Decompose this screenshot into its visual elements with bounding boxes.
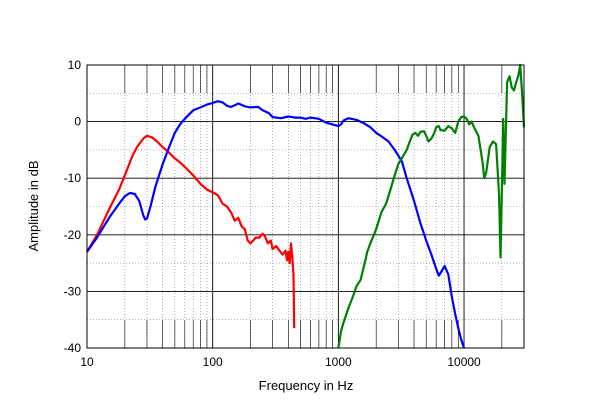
series-layer (86, 63, 526, 349)
x-axis-label: Frequency in Hz (259, 378, 354, 393)
x-tick-label: 100 (203, 355, 223, 369)
series-line-green (337, 63, 526, 349)
y-tick-label: 0 (74, 115, 81, 129)
series-line-blue (86, 100, 466, 349)
x-tick-label: 1000 (325, 355, 352, 369)
x-tick-label: 10000 (447, 355, 481, 369)
y-tick-label: -10 (64, 171, 82, 185)
series-line-red (86, 134, 296, 329)
y-tick-label: -40 (64, 341, 82, 355)
x-tick-label: 10 (80, 355, 94, 369)
y-axis-label: Amplitude in dB (26, 160, 41, 251)
plot-frame (86, 64, 525, 349)
y-tick-label: -30 (64, 284, 82, 298)
y-tick-label: -20 (64, 228, 82, 242)
y-tick-label: 10 (68, 58, 82, 72)
